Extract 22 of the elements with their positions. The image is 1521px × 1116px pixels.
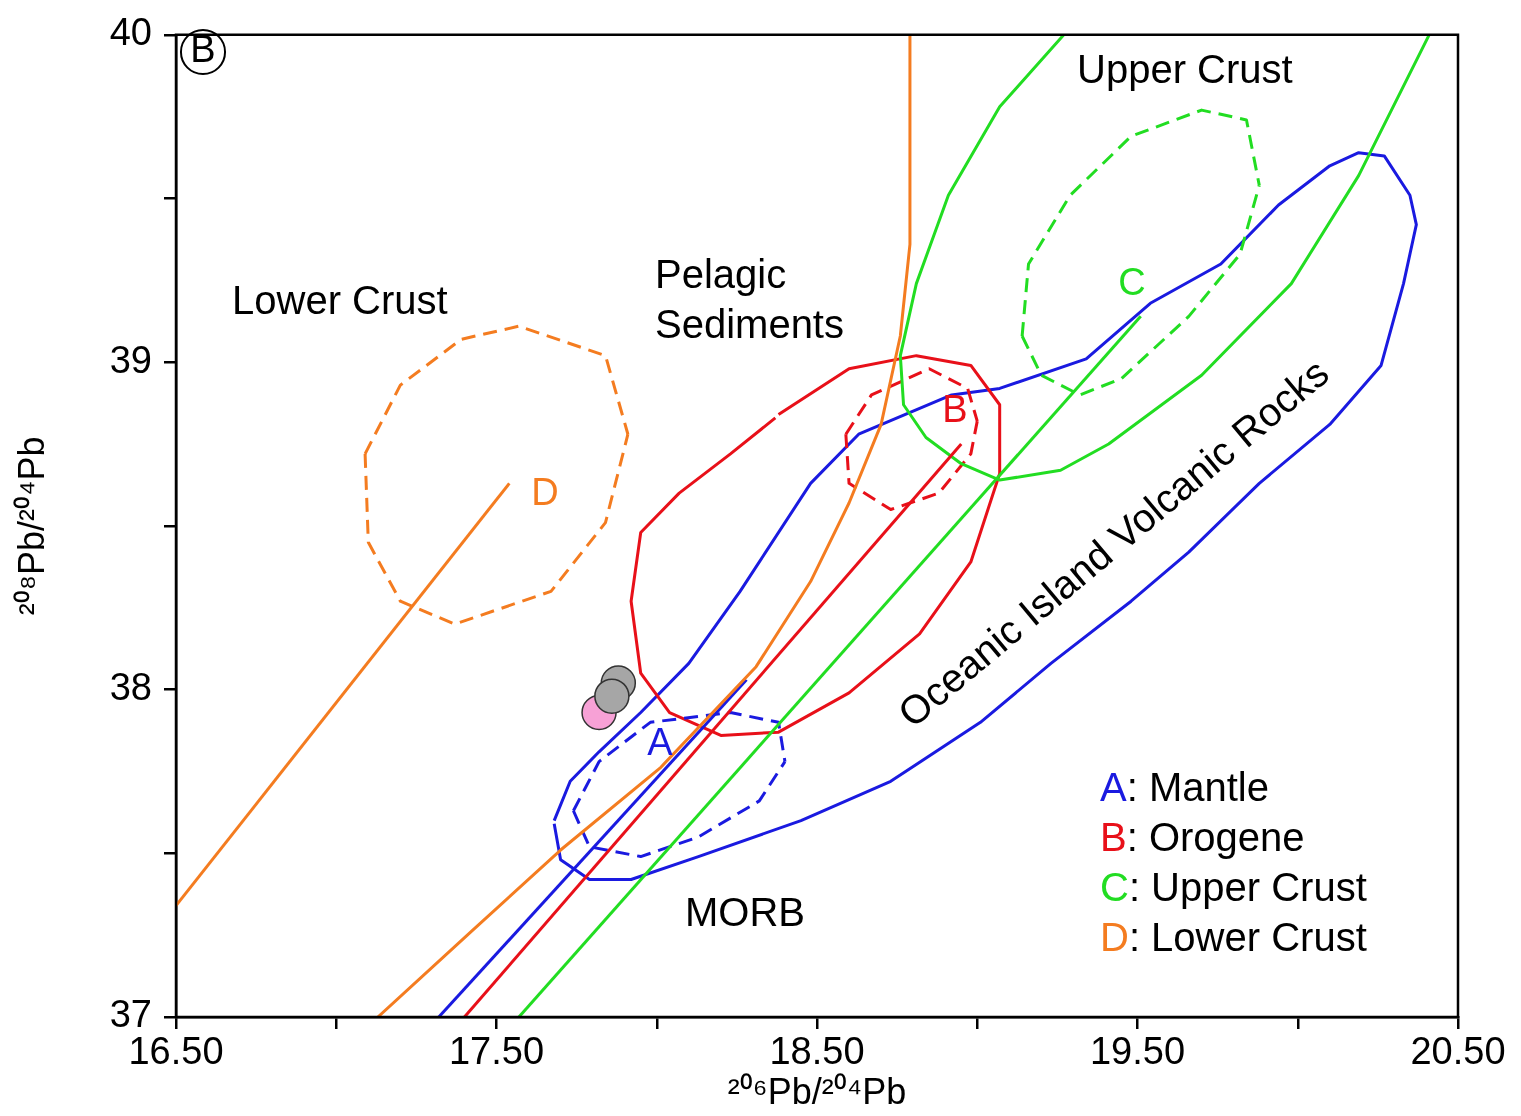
x-axis-title: ²⁰⁶Pb/²⁰⁴Pb: [727, 1071, 907, 1113]
annotation: Upper Crust: [1077, 47, 1293, 92]
y-tick-label: 38: [109, 666, 152, 709]
y-tick-label: 39: [109, 338, 152, 381]
annotation: B: [190, 28, 216, 71]
annotation: MORB: [685, 890, 805, 935]
annotation: Lower Crust: [232, 278, 448, 323]
annotation: Pelagic Sediments: [655, 252, 844, 347]
annotation: A: Mantle: [1100, 765, 1269, 810]
y-axis-title: ²⁰⁸Pb/²⁰⁴Pb: [10, 436, 52, 616]
annotation: D: Lower Crust: [1100, 915, 1367, 960]
x-tick-label: 20.50: [1410, 1030, 1506, 1073]
annotation: C: Upper Crust: [1100, 865, 1367, 910]
annotation: D: [531, 471, 559, 514]
annotation: B: Orogene: [1100, 815, 1305, 860]
annotation: C: [1118, 261, 1146, 304]
annotation: A: [647, 721, 674, 764]
x-tick-label: 18.50: [769, 1030, 865, 1073]
y-tick-label: 40: [109, 11, 152, 54]
annotation: B: [942, 388, 968, 431]
x-tick-label: 19.50: [1089, 1030, 1186, 1073]
x-tick-label: 17.50: [448, 1030, 545, 1073]
